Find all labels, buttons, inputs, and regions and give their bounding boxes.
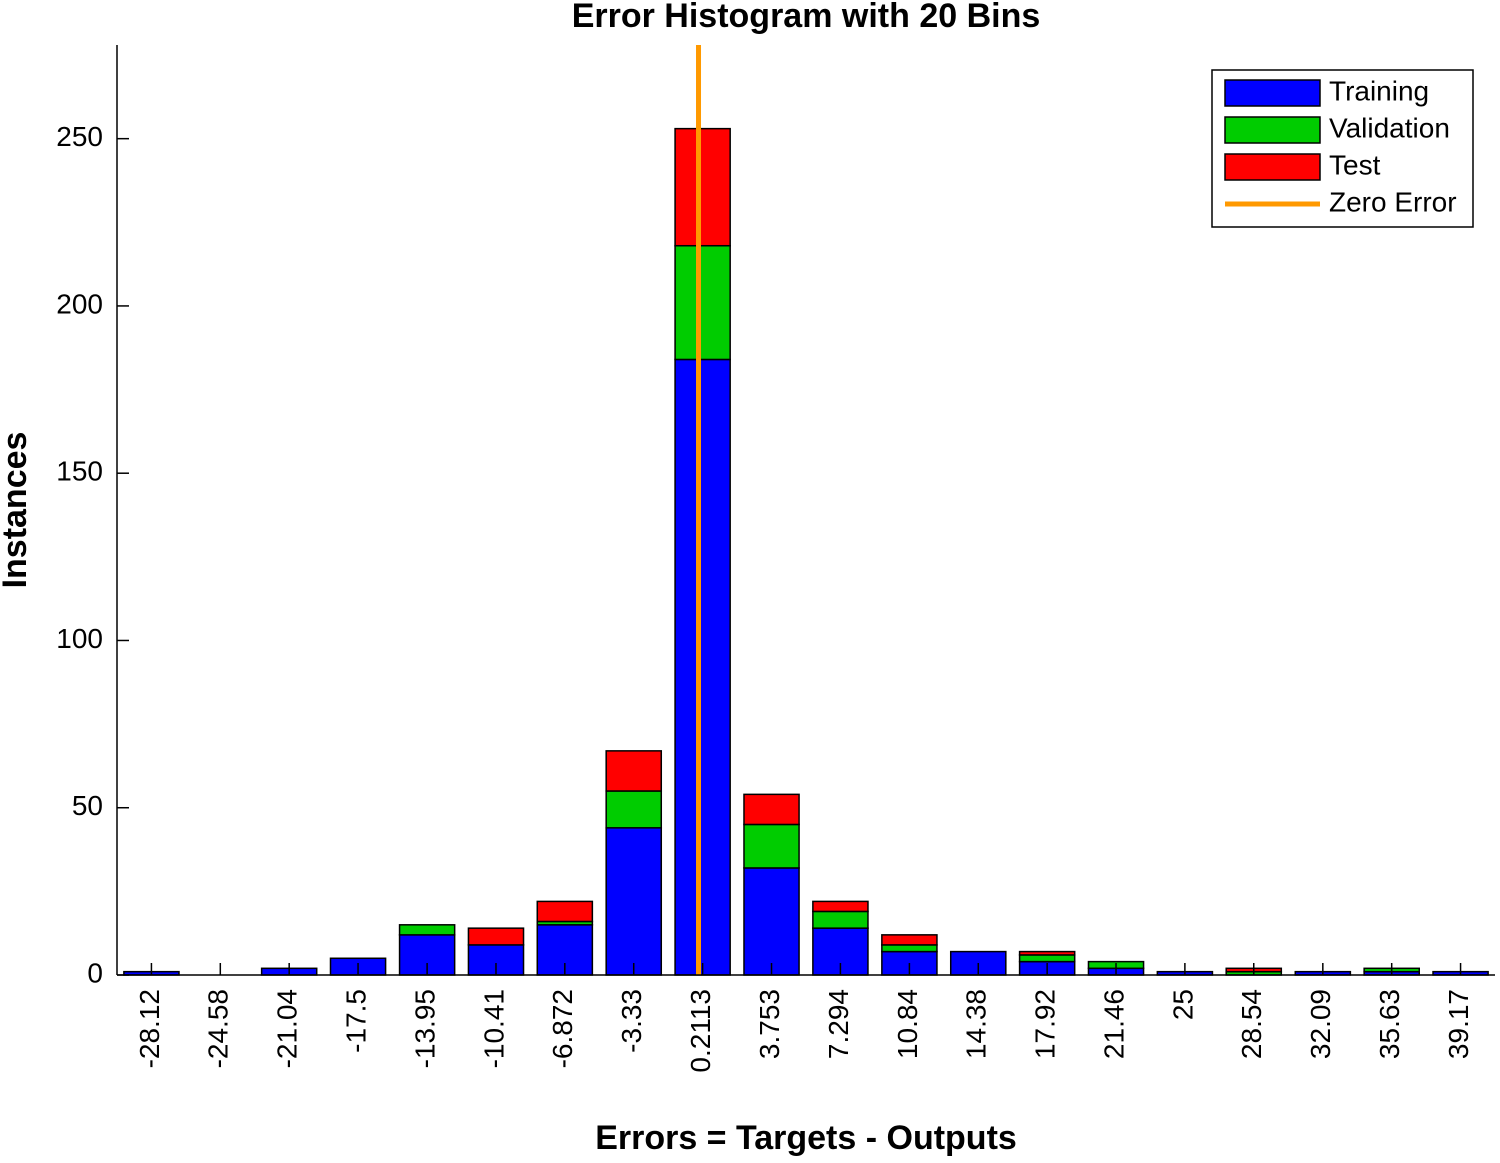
- bar-segment: [674, 358, 731, 976]
- y-tick-label: 100: [56, 623, 103, 654]
- bar-segment: [743, 823, 800, 869]
- x-tick-label: 0.2113: [685, 989, 716, 1073]
- legend-swatch: [1224, 116, 1321, 144]
- y-tick-label: 0: [87, 957, 103, 988]
- bar-segment: [674, 127, 731, 247]
- bar-segment: [743, 867, 800, 976]
- bar-segment: [812, 900, 869, 913]
- y-tick-label: 50: [72, 790, 103, 821]
- x-tick-label: -13.95: [410, 989, 441, 1068]
- bar-segment: [881, 944, 938, 953]
- x-tick-label: 32.09: [1305, 989, 1336, 1059]
- x-tick-label: -21.04: [272, 989, 303, 1068]
- legend-swatch: [1224, 153, 1321, 181]
- bar-segment: [605, 827, 663, 976]
- y-tick-label: 250: [56, 121, 103, 152]
- x-tick-label: 28.54: [1236, 989, 1267, 1059]
- bar-segment: [467, 927, 525, 946]
- x-tick-label: 7.294: [823, 989, 854, 1059]
- x-tick-label: 25: [1167, 989, 1198, 1020]
- y-tick-label: 200: [56, 288, 103, 319]
- bar-segment: [812, 910, 869, 929]
- legend-label: Validation: [1329, 112, 1450, 143]
- x-tick-label: -17.5: [340, 989, 371, 1053]
- legend-label: Training: [1329, 75, 1429, 106]
- x-tick-label: 3.753: [754, 989, 785, 1059]
- chart-title: Error Histogram with 20 Bins: [572, 0, 1041, 35]
- x-tick-label: 39.17: [1443, 989, 1474, 1059]
- x-tick-label: -24.58: [203, 989, 234, 1068]
- bar-segment: [1018, 950, 1076, 956]
- bar-segment: [536, 900, 594, 923]
- legend-label: Test: [1329, 149, 1381, 180]
- x-tick-label: -6.872: [547, 989, 578, 1068]
- bar-segment: [398, 924, 456, 936]
- x-tick-label: -3.33: [616, 989, 647, 1053]
- bar-segment: [605, 790, 663, 829]
- x-tick-label: 14.38: [961, 989, 992, 1059]
- bar-segment: [605, 750, 663, 792]
- bar-segment: [1018, 954, 1076, 963]
- legend-swatch: [1224, 79, 1321, 107]
- bar-segment: [743, 793, 800, 826]
- x-tick-label: -10.41: [478, 989, 509, 1068]
- y-tick-label: 150: [56, 456, 103, 487]
- bar-segment: [881, 934, 938, 946]
- x-tick-label: 21.46: [1098, 989, 1129, 1059]
- bar-segment: [674, 244, 731, 361]
- x-axis-label: Errors = Targets - Outputs: [595, 1119, 1017, 1157]
- x-tick-label: 17.92: [1030, 989, 1061, 1059]
- x-tick-label: 35.63: [1374, 989, 1405, 1059]
- legend-label: Zero Error: [1329, 186, 1457, 217]
- x-tick-label: -28.12: [134, 989, 165, 1068]
- y-axis-label: Instances: [0, 432, 34, 589]
- x-tick-label: 10.84: [892, 989, 923, 1059]
